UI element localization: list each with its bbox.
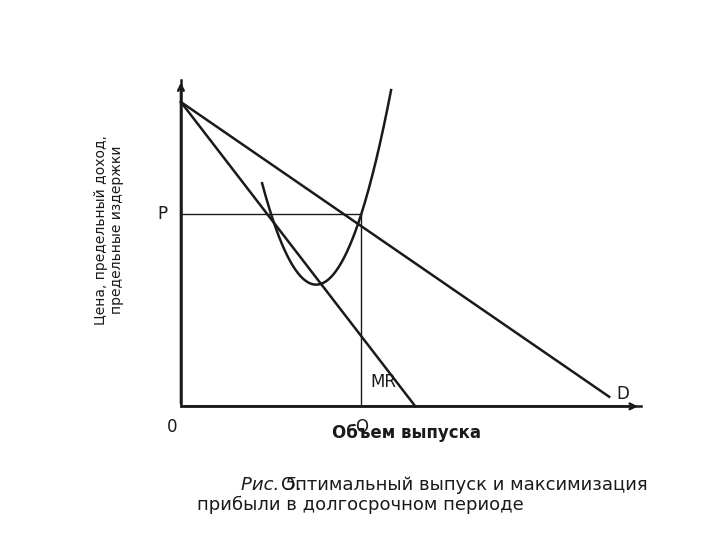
Text: прибыли в долгосрочном периоде: прибыли в долгосрочном периоде — [197, 496, 523, 514]
Text: MR: MR — [370, 374, 396, 391]
Text: Q: Q — [355, 417, 368, 436]
Text: P: P — [157, 205, 168, 223]
Text: Оптимальный выпуск и максимизация: Оптимальный выпуск и максимизация — [281, 476, 647, 494]
Text: 0: 0 — [166, 417, 177, 436]
Text: Объем выпуска: Объем выпуска — [332, 424, 481, 442]
Text: Цена, предельный доход,
предельные издержки: Цена, предельный доход, предельные издер… — [94, 135, 124, 325]
Text: Рис. 5.: Рис. 5. — [241, 476, 302, 494]
Text: D: D — [616, 384, 629, 402]
